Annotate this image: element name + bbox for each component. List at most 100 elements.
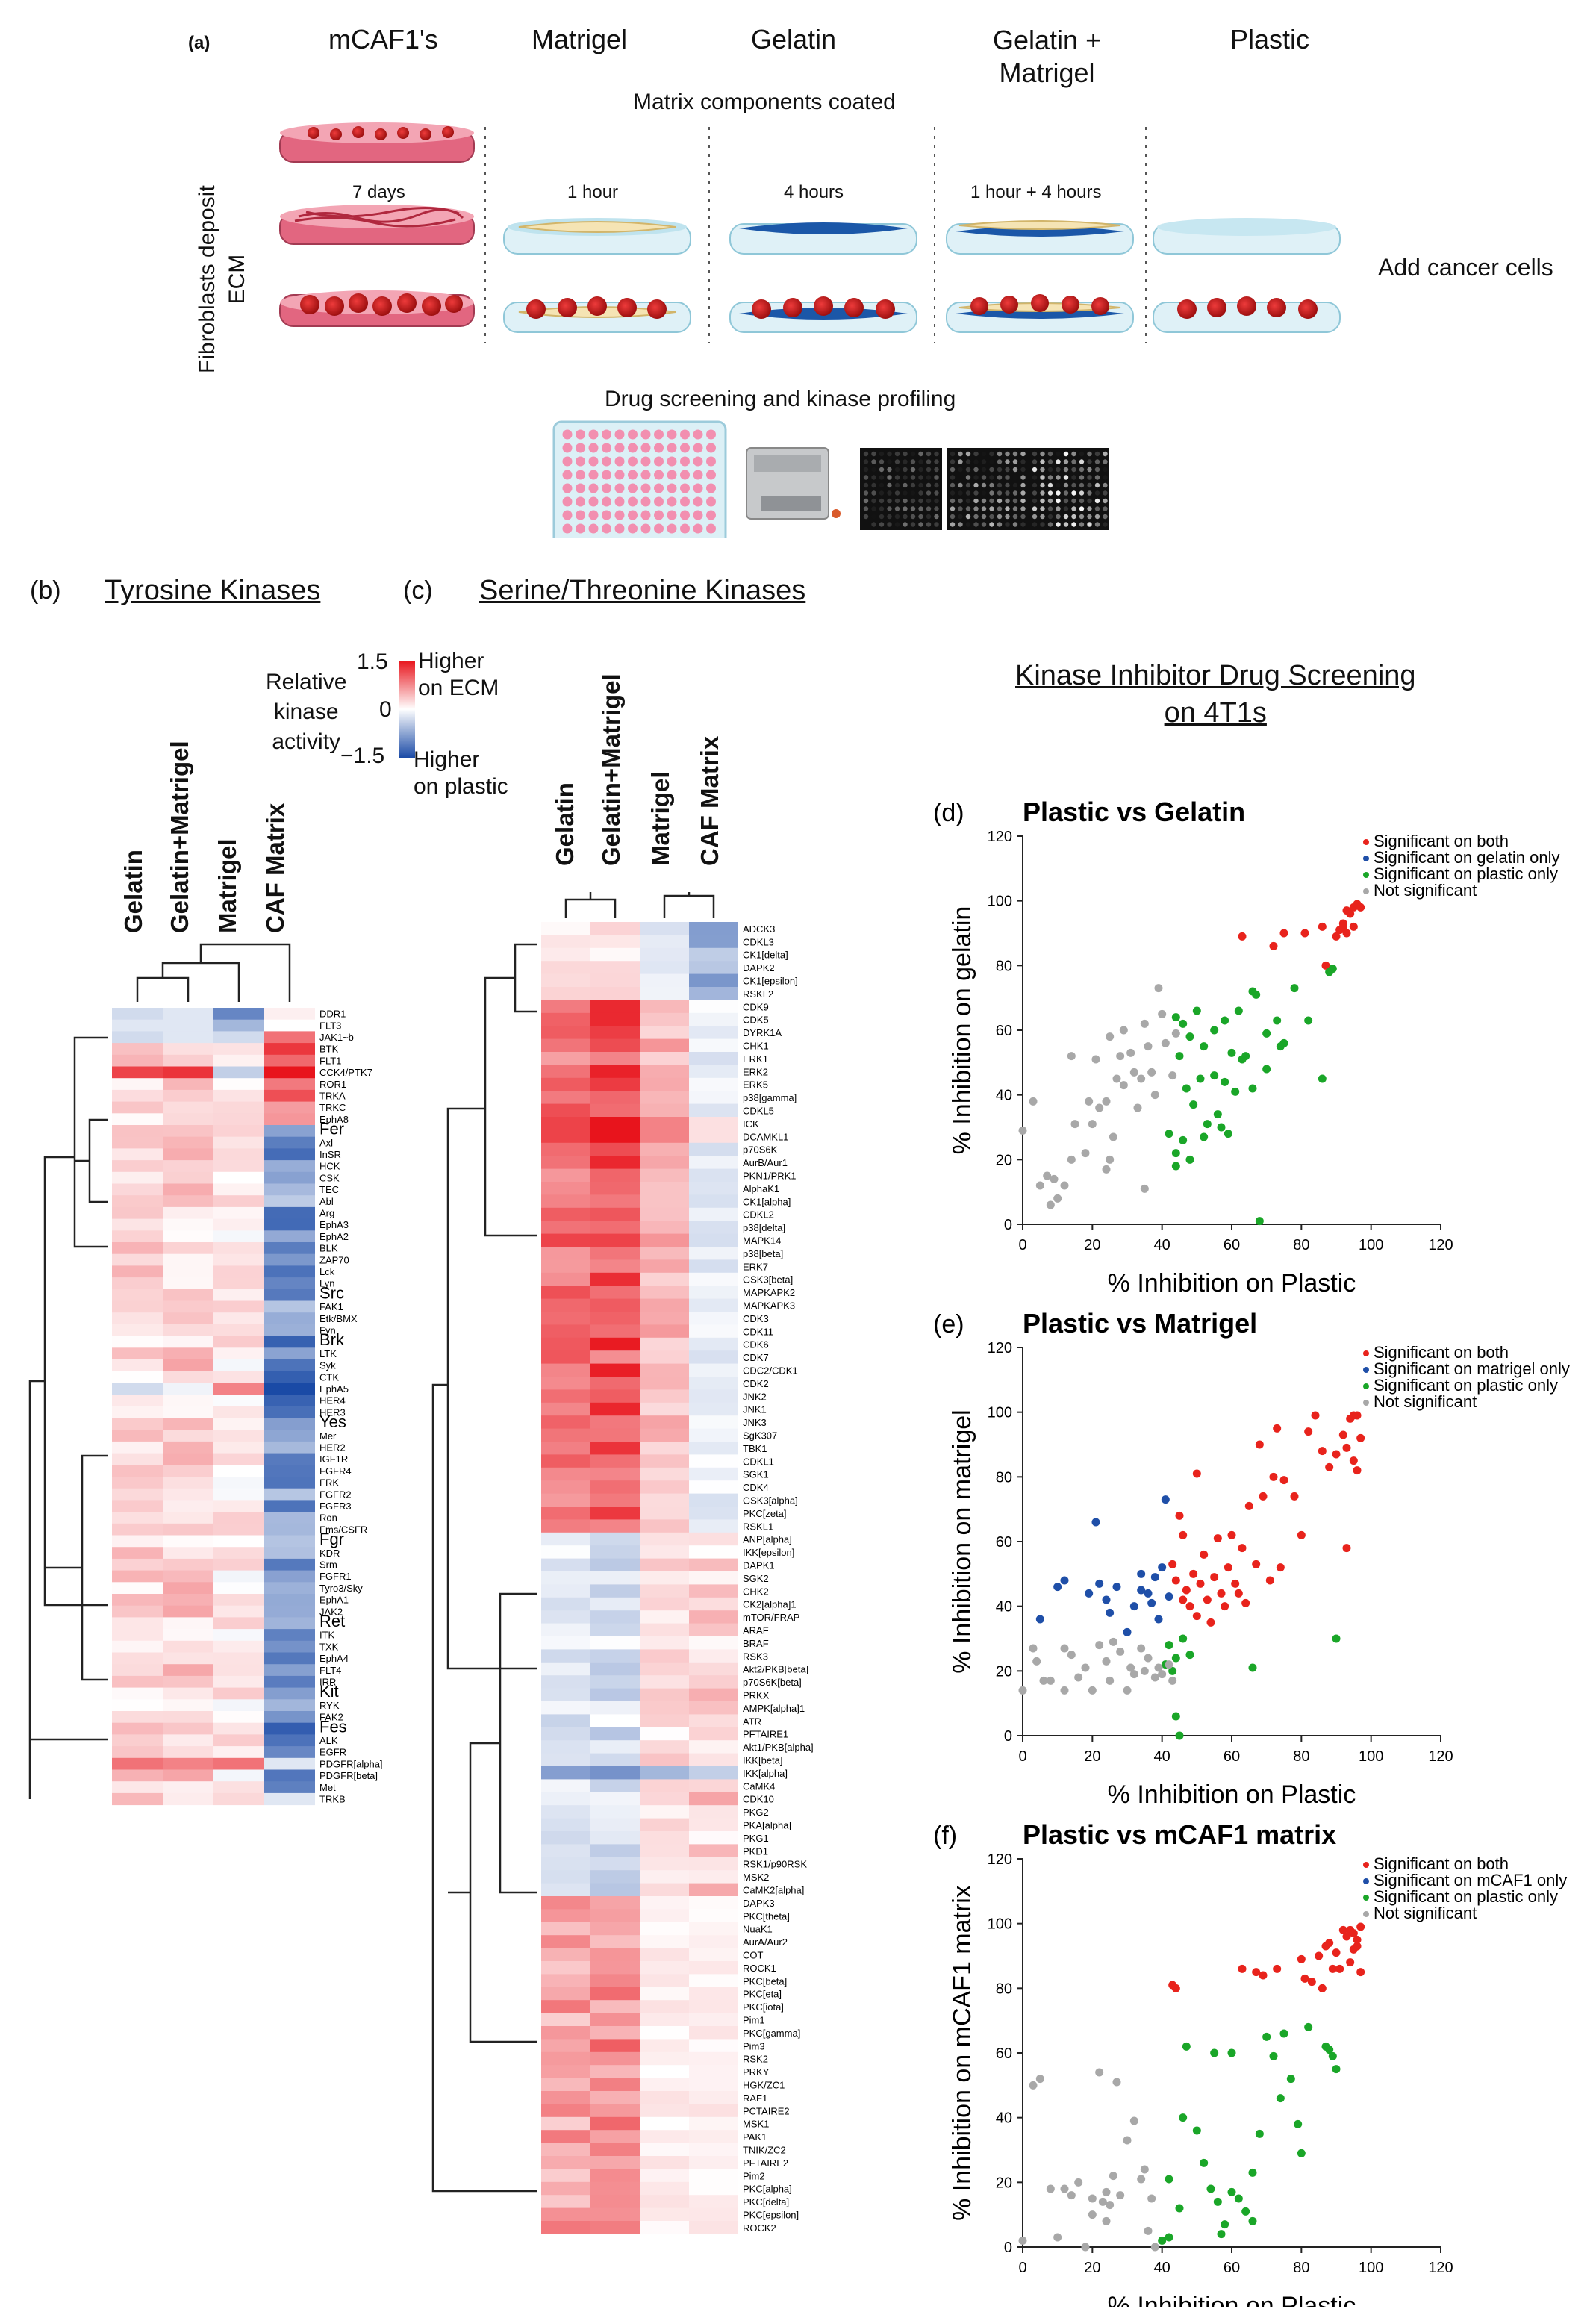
array-spot <box>973 514 979 520</box>
data-point <box>1304 1016 1313 1025</box>
heat-cell <box>689 2091 738 2104</box>
array-spot <box>997 459 1003 464</box>
heat-cell <box>689 1480 738 1495</box>
heat-cell <box>590 2181 640 2196</box>
array-spot <box>871 475 876 480</box>
data-point <box>1328 965 1337 973</box>
kinase-label: IRR <box>319 1676 336 1687</box>
array-spot <box>887 475 892 480</box>
heat-cell <box>112 1687 163 1700</box>
data-point <box>1165 1592 1173 1601</box>
array-spot <box>1013 475 1017 479</box>
heat-cell <box>264 1242 315 1255</box>
array-spot <box>1079 475 1085 480</box>
heat-cell <box>541 935 590 949</box>
data-point <box>1238 1964 1247 1973</box>
kinase-label: TNIK/ZC2 <box>743 2145 786 2156</box>
array-spot <box>1094 467 1100 473</box>
heat-cell <box>264 1617 315 1630</box>
data-point <box>1221 1077 1229 1086</box>
heat-cell <box>163 1289 213 1301</box>
heat-cell <box>590 2013 640 2027</box>
heat-cell <box>590 1117 640 1130</box>
heat-cell <box>541 1935 590 1949</box>
heat-cell <box>213 1383 264 1395</box>
kinase-label: CCK4/PTK7 <box>319 1067 372 1078</box>
well <box>680 443 690 453</box>
heat-cell <box>264 1465 315 1477</box>
array-spot <box>1079 452 1084 456</box>
data-point <box>1286 2075 1295 2084</box>
heat-cell <box>640 1038 689 1053</box>
legend-low-label: Higher on plastic <box>414 747 508 799</box>
array-spot <box>973 475 979 480</box>
array-spot <box>918 498 923 504</box>
heat-cell <box>640 1091 689 1105</box>
kinase-label: IGF1R <box>319 1454 348 1465</box>
kinase-label: Abl <box>319 1196 334 1207</box>
heat-cell <box>163 1008 213 1021</box>
heat-cell <box>640 1312 689 1325</box>
heat-cell <box>590 1818 640 1832</box>
heat-cell <box>163 1781 213 1794</box>
well <box>576 523 585 534</box>
heat-cell <box>689 2169 738 2183</box>
data-point <box>1200 1132 1209 1141</box>
kinase-label: Syk <box>319 1360 336 1371</box>
data-point <box>1161 1495 1170 1504</box>
serine-threonine-heatmap: ADCK3CDKL3CK1[delta]DAPK2CK1[epsilon]RSK… <box>431 892 814 2234</box>
kinase-label: CDKL2 <box>743 1209 774 1221</box>
heat-cell <box>541 1026 590 1040</box>
data-point <box>1106 2201 1115 2210</box>
heat-cell <box>541 1389 590 1403</box>
heat-cell <box>264 1066 315 1079</box>
heat-cell <box>541 1701 590 1715</box>
heat-cell <box>689 1467 738 1481</box>
data-point <box>1185 1032 1194 1041</box>
array-spot <box>926 459 932 464</box>
data-point <box>1332 932 1341 941</box>
data-point <box>1210 1026 1219 1035</box>
heat-cell <box>590 1974 640 1988</box>
data-point <box>1060 1644 1069 1653</box>
heat-cell <box>213 1711 264 1724</box>
array-spot <box>997 490 1003 496</box>
heat-cell <box>590 1467 640 1481</box>
array-spot <box>1032 506 1038 511</box>
array-spot <box>1094 482 1100 488</box>
array-spot <box>981 522 987 527</box>
heat-cell <box>264 1570 315 1583</box>
data-point <box>1192 1006 1201 1015</box>
heat-cell <box>264 1008 315 1021</box>
y-axis-label: % Inhibition on gelatin <box>948 906 976 1155</box>
heat-cell <box>590 1142 640 1156</box>
data-point <box>1273 1016 1282 1025</box>
heat-cell <box>541 1779 590 1793</box>
heat-cell <box>590 1922 640 1936</box>
x-tick-label: 100 <box>1359 1748 1383 1765</box>
array-spot <box>1087 475 1092 480</box>
kinase-label: ERK5 <box>743 1079 768 1091</box>
array-spot <box>887 490 892 496</box>
heat-cell <box>163 1066 213 1079</box>
heat-cell <box>112 1465 163 1477</box>
array-spot <box>926 506 932 511</box>
data-point <box>1133 1103 1142 1112</box>
heat-cell <box>112 1312 163 1325</box>
data-point <box>1321 961 1330 970</box>
array-spot <box>918 451 923 457</box>
legend-mid: 0 <box>379 697 392 722</box>
kinase-label: FLT3 <box>319 1020 341 1031</box>
array-spot <box>1079 467 1085 473</box>
heat-cell <box>163 1230 213 1243</box>
array-spot <box>1094 475 1100 480</box>
data-point <box>1241 2207 1250 2216</box>
x-tick-label: 100 <box>1359 2260 1383 2276</box>
legend-entry: Significant on both <box>1374 832 1509 850</box>
heat-cell <box>264 1019 315 1032</box>
data-point <box>1102 1595 1111 1604</box>
heat-cell <box>640 1415 689 1430</box>
y-tick-label: 0 <box>1004 1728 1012 1745</box>
heat-cell <box>590 1233 640 1247</box>
data-point <box>1179 1135 1188 1144</box>
